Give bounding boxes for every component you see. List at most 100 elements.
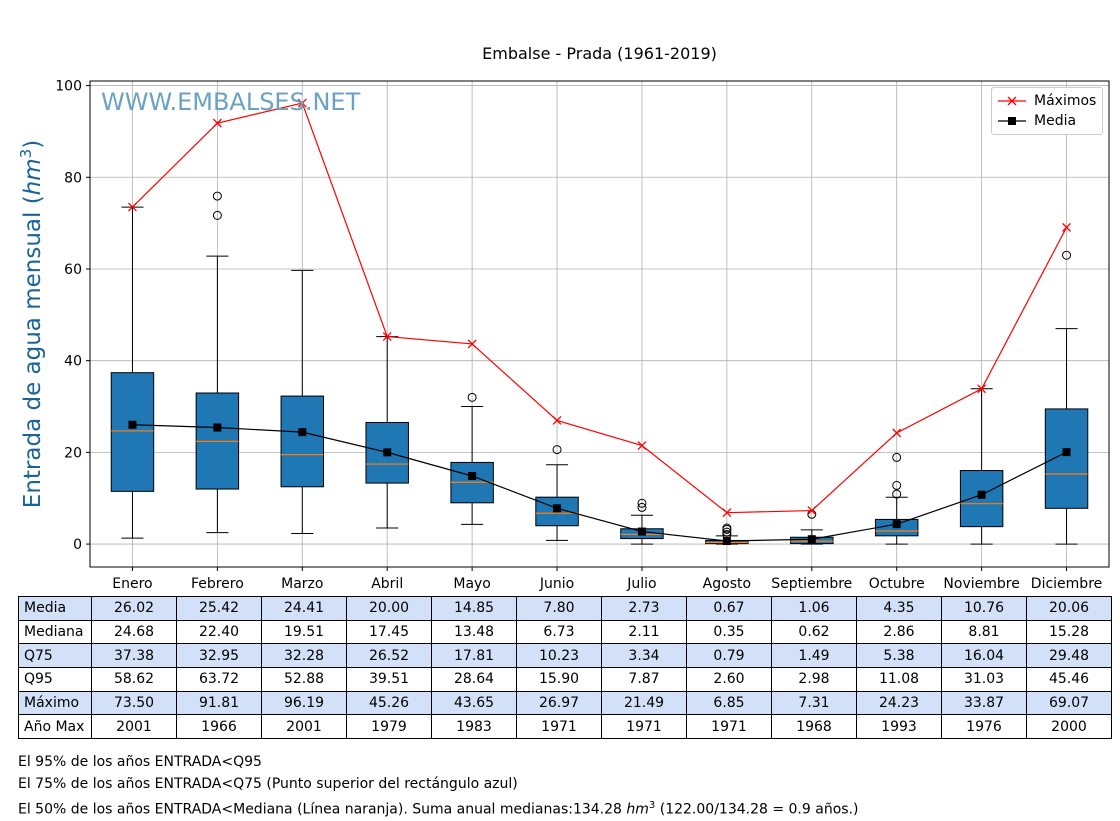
stats-table: Media 26.02 25.42 24.41 20.00 14.85 7.80 2.73 0.… (18, 596, 1112, 740)
mean-point (553, 504, 562, 513)
mean-point (722, 537, 731, 546)
plot-frame (89, 80, 1110, 568)
box-marzo (280, 269, 325, 535)
table-cell: 19.51 (261, 619, 347, 645)
series-media (128, 420, 1071, 546)
table-cell: 6.73 (516, 619, 602, 645)
table-cell: 15.28 (1026, 619, 1112, 645)
max-point (977, 384, 987, 394)
table-cell: 32.95 (176, 643, 262, 669)
note-q75: El 75% de los años ENTRADA<Q75 (Punto su… (18, 775, 518, 792)
table-cell: 24.41 (261, 596, 347, 621)
table-cell: 2.73 (601, 596, 687, 621)
outlier-point (212, 210, 222, 220)
max-marker-stroke (892, 428, 902, 438)
x-tick-label: Noviembre (943, 576, 1019, 592)
chart-title: Embalse - Prada (1961-2019) (482, 44, 717, 63)
row-label: Media (18, 596, 92, 621)
table-cell: 1966 (176, 714, 262, 740)
y-tick-label: 0 (73, 537, 82, 553)
table-cell: 2000 (1026, 714, 1112, 740)
outlier-point (552, 445, 562, 455)
note-q95: El 95% de los años ENTRADA<Q95 (18, 754, 262, 770)
table-cell: 2.11 (601, 619, 687, 645)
y-axis-label: Entrada de agua mensual (hm3) (17, 140, 46, 508)
table-cell: 28.64 (431, 667, 517, 692)
table-cell: 1979 (346, 714, 432, 740)
outlier-point (467, 392, 477, 402)
y-tick-label: 80 (64, 170, 82, 186)
table-cell: 96.19 (261, 690, 347, 716)
table-cell: 0.62 (771, 619, 857, 645)
table-cell: 1.49 (771, 643, 857, 669)
y-tick-label: 40 (64, 354, 82, 370)
row-label: Año Max (18, 714, 92, 740)
table-cell: 45.46 (1026, 667, 1112, 692)
table-cell: 1971 (686, 714, 772, 740)
box-febrero (195, 191, 240, 534)
table-cell: 17.81 (431, 643, 517, 669)
max-point (467, 339, 477, 349)
mean-point (1062, 448, 1071, 457)
axes: 0 20 40 60 80 100 Enero Febrero Marzo Abril Mayo Ju… (55, 79, 1102, 592)
box-plots (110, 191, 1089, 545)
table-cell: 8.81 (941, 619, 1027, 645)
outlier-point (1062, 250, 1072, 260)
table-cell: 24.23 (856, 690, 942, 716)
max-point (637, 441, 647, 451)
mean-point (298, 428, 307, 437)
table-row: Q95 58.62 63.72 52.88 39.51 28.64 15.90 7.87 2.6… (18, 667, 1112, 692)
table-cell: 16.04 (941, 643, 1027, 669)
table-cell: 2001 (91, 714, 177, 740)
legend-label-media: Media (1034, 113, 1077, 129)
box-enero (110, 206, 155, 539)
table-cell: 58.62 (91, 667, 177, 692)
box-iqr (280, 395, 325, 488)
table-cell: 26.02 (91, 596, 177, 621)
legend-maximos-marker (998, 96, 1026, 106)
table-cell: 43.65 (431, 690, 517, 716)
max-point (1062, 222, 1072, 232)
outlier-point (892, 489, 902, 499)
box-mayo (450, 392, 494, 525)
table-cell: 14.85 (431, 596, 517, 621)
table-cell: 24.68 (91, 619, 177, 645)
table-cell: 5.38 (856, 643, 942, 669)
table-cell: 20.00 (346, 596, 432, 621)
watermark-text: WWW.EMBALSES.NET (101, 88, 361, 116)
max-marker-stroke (297, 98, 307, 108)
y-tick-label: 60 (64, 262, 82, 278)
series-lines (127, 98, 1072, 546)
mean-point (807, 535, 816, 544)
table-cell: 1.06 (771, 596, 857, 621)
x-tick-label: Febrero (191, 576, 244, 592)
footnotes: El 95% de los años ENTRADA<Q95 El 75% de… (18, 752, 858, 821)
table-cell: 0.67 (686, 596, 772, 621)
table-cell: 1971 (601, 714, 687, 740)
max-marker-stroke (467, 339, 477, 349)
table-cell: 25.42 (176, 596, 262, 621)
table-cell: 15.90 (516, 667, 602, 692)
mean-point (468, 471, 477, 480)
table-cell: 11.08 (856, 667, 942, 692)
table-row: Mediana 24.68 22.40 19.51 17.45 13.48 6.73 2.11… (18, 619, 1112, 645)
table-cell: 69.07 (1026, 690, 1112, 716)
mean-point (128, 420, 137, 429)
max-marker-stroke (977, 384, 987, 394)
table-cell: 31.03 (941, 667, 1027, 692)
table-cell: 2.98 (771, 667, 857, 692)
max-marker-stroke (807, 506, 817, 516)
table-cell: 10.76 (941, 596, 1027, 621)
table-cell: 2.86 (856, 619, 942, 645)
x-tick-label: Abril (371, 576, 403, 592)
table-cell: 26.52 (346, 643, 432, 669)
max-marker-stroke (382, 332, 392, 342)
max-marker-stroke (127, 202, 137, 212)
legend: Máximos Media (991, 87, 1103, 135)
max-marker-stroke (637, 441, 647, 451)
outlier-point (892, 452, 902, 462)
legend-item-maximos: Máximos (998, 91, 1096, 111)
x-tick-label: Octubre (869, 576, 925, 592)
table-cell: 20.06 (1026, 596, 1112, 621)
table-row: Máximo 73.50 91.81 96.19 45.26 43.65 26.97 21.4… (18, 690, 1112, 716)
